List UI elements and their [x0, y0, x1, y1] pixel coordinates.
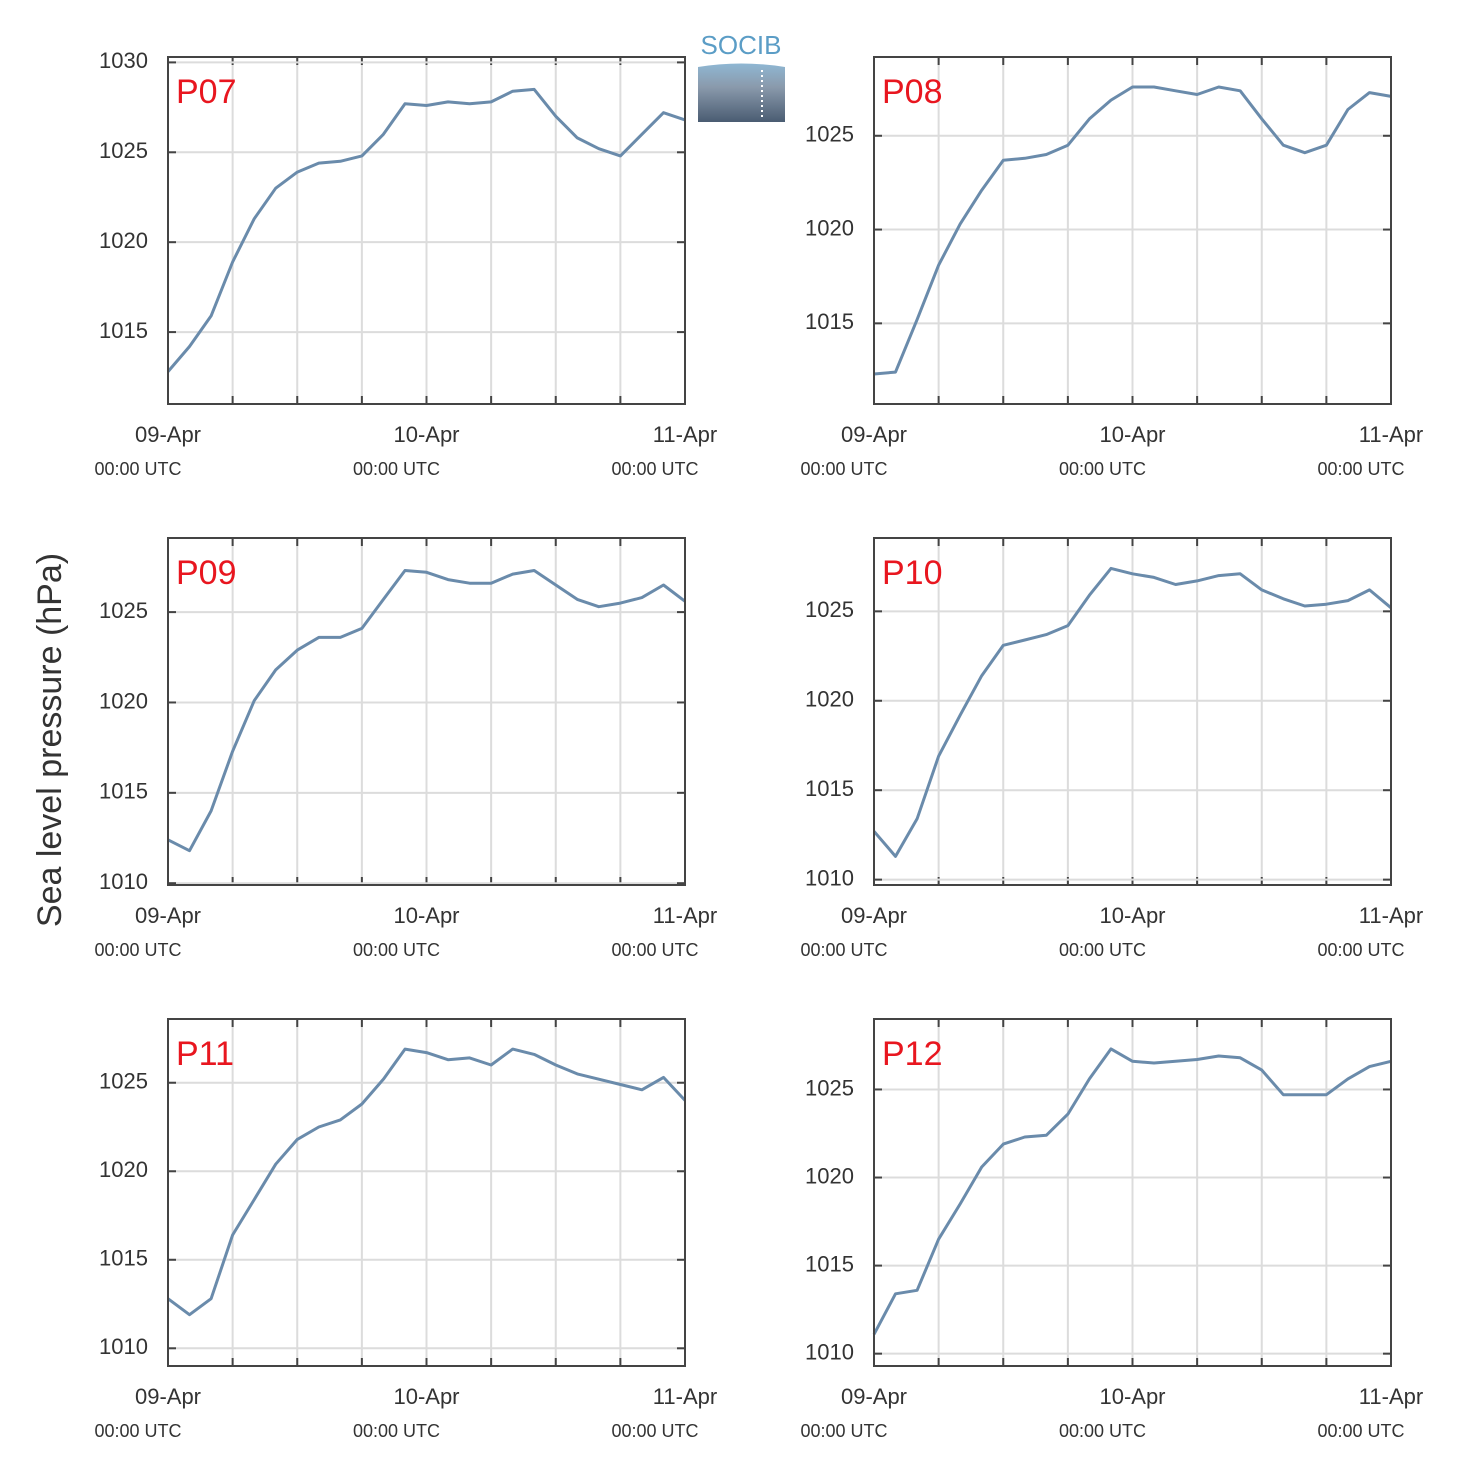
panel-title: P12: [882, 1035, 943, 1073]
y-tick-label: 1025: [99, 1069, 148, 1094]
y-tick-label: 1015: [99, 1246, 148, 1271]
line: [873, 85, 1392, 376]
line: [872, 566, 1392, 858]
x-tick-label: 09-Apr: [135, 1384, 201, 1409]
y-tick-label: 1020: [805, 687, 854, 712]
y-tick-label: 1015: [99, 779, 148, 804]
x-tick-sublabel: 00:00 UTC: [1317, 1421, 1404, 1441]
plot-frame: [167, 1018, 686, 1367]
y-tick-label: 1020: [805, 215, 854, 240]
y-tick-label: 1025: [805, 597, 854, 622]
panel: 09-Apr 00:00 UTC 10-Apr 00:00 UTC 11-Apr 00:0…: [94, 1018, 717, 1441]
x-tick-label: 10-Apr: [393, 1384, 459, 1409]
x-tick-label: 10-Apr: [393, 422, 459, 447]
y-tick-label: 1010: [99, 1334, 148, 1359]
x-tick-label: 10-Apr: [1099, 1384, 1165, 1409]
panel: 09-Apr 00:00 UTC 10-Apr 00:00 UTC 11-Apr 00:0…: [800, 537, 1423, 960]
y-tick-label: 1015: [805, 1251, 854, 1276]
x-tick-sublabel: 00:00 UTC: [611, 1421, 698, 1441]
x-tick-label: 09-Apr: [135, 422, 201, 447]
x-tick-label: 10-Apr: [1099, 903, 1165, 928]
x-tick-sublabel: 00:00 UTC: [1317, 940, 1404, 960]
x-tick-sublabel: 00:00 UTC: [1317, 459, 1404, 479]
x-tick-sublabel: 00:00 UTC: [611, 459, 698, 479]
plot-frame: [167, 537, 686, 886]
y-tick-label: 1010: [805, 1339, 854, 1364]
x-tick-sublabel: 00:00 UTC: [800, 459, 887, 479]
x-tick-label: 09-Apr: [841, 422, 907, 447]
x-tick-sublabel: 00:00 UTC: [353, 459, 440, 479]
y-axis-label: Sea level pressure (hPa): [31, 553, 69, 927]
plot-frame: [873, 537, 1392, 886]
x-tick-sublabel: 00:00 UTC: [800, 940, 887, 960]
panel-title: P09: [176, 554, 237, 592]
x-tick-label: 11-Apr: [1359, 422, 1423, 447]
x-tick-sublabel: 00:00 UTC: [1059, 459, 1146, 479]
plot-frame: [873, 56, 1392, 405]
y-tick-label: 1025: [99, 138, 148, 163]
line: [167, 569, 686, 853]
y-tick-label: 1010: [805, 865, 854, 890]
x-tick-sublabel: 00:00 UTC: [94, 940, 181, 960]
x-tick-label: 09-Apr: [135, 903, 201, 928]
y-tick-label: 1010: [99, 869, 148, 894]
x-tick-sublabel: 00:00 UTC: [353, 940, 440, 960]
panel: 09-Apr 00:00 UTC 10-Apr 00:00 UTC 11-Apr 00:0…: [94, 537, 717, 960]
panel-title: P08: [882, 73, 943, 111]
x-tick-label: 10-Apr: [1099, 422, 1165, 447]
y-tick-label: 1025: [805, 1075, 854, 1100]
x-tick-label: 09-Apr: [841, 1384, 907, 1409]
plot-frame: [167, 56, 686, 405]
panel-title: P10: [882, 554, 943, 592]
y-tick-label: 1015: [805, 309, 854, 334]
y-tick-label: 1020: [99, 1157, 148, 1182]
logo: SOCIB: [698, 30, 785, 122]
x-tick-label: 11-Apr: [1359, 1384, 1423, 1409]
x-tick-label: 11-Apr: [653, 422, 717, 447]
x-tick-sublabel: 00:00 UTC: [94, 459, 181, 479]
logo-text: SOCIB: [701, 30, 782, 60]
x-tick-sublabel: 00:00 UTC: [611, 940, 698, 960]
x-tick-label: 10-Apr: [393, 903, 459, 928]
y-tick-label: 1025: [805, 122, 854, 147]
line: [167, 1047, 687, 1317]
y-tick-label: 1020: [99, 228, 148, 253]
line: [166, 87, 686, 373]
panel: 09-Apr 00:00 UTC 10-Apr 00:00 UTC 11-Apr 00:0…: [800, 1018, 1423, 1441]
x-tick-sublabel: 00:00 UTC: [1059, 940, 1146, 960]
panel-title: P11: [176, 1035, 234, 1073]
x-tick-sublabel: 00:00 UTC: [1059, 1421, 1146, 1441]
panel: 09-Apr 00:00 UTC 10-Apr 00:00 UTC 11-Apr 00:0…: [94, 48, 717, 479]
x-tick-label: 11-Apr: [653, 1384, 717, 1409]
panel-title: P07: [176, 73, 237, 111]
y-tick-label: 1015: [99, 318, 148, 343]
plot-frame: [873, 1018, 1392, 1367]
y-tick-label: 1020: [805, 1163, 854, 1188]
y-tick-label: 1025: [99, 598, 148, 623]
y-tick-label: 1015: [805, 776, 854, 801]
y-tick-label: 1030: [99, 48, 148, 73]
panel: 09-Apr 00:00 UTC 10-Apr 00:00 UTC 11-Apr 00:0…: [800, 56, 1423, 479]
x-tick-label: 09-Apr: [841, 903, 907, 928]
x-tick-label: 11-Apr: [653, 903, 717, 928]
x-tick-sublabel: 00:00 UTC: [800, 1421, 887, 1441]
logo-mark: [698, 63, 785, 122]
x-tick-label: 11-Apr: [1359, 903, 1423, 928]
x-tick-sublabel: 00:00 UTC: [353, 1421, 440, 1441]
y-tick-label: 1020: [99, 688, 148, 713]
line: [872, 1047, 1392, 1336]
x-tick-sublabel: 00:00 UTC: [94, 1421, 181, 1441]
